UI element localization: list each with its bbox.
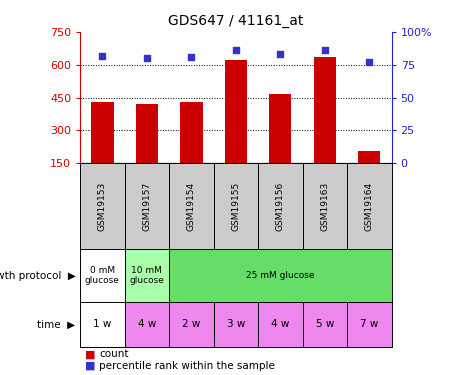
Bar xyxy=(258,302,303,347)
Bar xyxy=(169,249,392,302)
Point xyxy=(321,47,328,53)
Text: time  ▶: time ▶ xyxy=(38,320,76,329)
Text: GSM19156: GSM19156 xyxy=(276,182,285,231)
Text: count: count xyxy=(99,350,129,359)
Text: GSM19155: GSM19155 xyxy=(231,182,240,231)
Text: 7 w: 7 w xyxy=(360,320,378,329)
Text: percentile rank within the sample: percentile rank within the sample xyxy=(99,361,275,370)
Bar xyxy=(136,104,158,163)
Text: ■: ■ xyxy=(85,361,95,370)
Bar xyxy=(180,102,202,163)
Bar xyxy=(303,302,347,347)
Text: GSM19154: GSM19154 xyxy=(187,182,196,231)
Bar xyxy=(213,302,258,347)
Bar xyxy=(91,102,114,163)
Text: 10 mM
glucose: 10 mM glucose xyxy=(130,266,164,285)
Bar xyxy=(80,249,125,302)
Text: 4 w: 4 w xyxy=(271,320,289,329)
Text: 1 w: 1 w xyxy=(93,320,112,329)
Bar xyxy=(269,94,291,163)
Point xyxy=(143,55,151,61)
Bar xyxy=(358,151,381,163)
Text: GSM19153: GSM19153 xyxy=(98,182,107,231)
Text: 3 w: 3 w xyxy=(227,320,245,329)
Text: 5 w: 5 w xyxy=(316,320,334,329)
Point xyxy=(232,47,240,53)
Text: 4 w: 4 w xyxy=(138,320,156,329)
Point xyxy=(365,59,373,65)
Bar xyxy=(225,60,247,163)
Point xyxy=(188,54,195,60)
Text: 25 mM glucose: 25 mM glucose xyxy=(246,271,315,280)
Text: growth protocol  ▶: growth protocol ▶ xyxy=(0,271,76,280)
Bar xyxy=(125,249,169,302)
Title: GDS647 / 41161_at: GDS647 / 41161_at xyxy=(168,14,304,28)
Text: ■: ■ xyxy=(85,350,95,359)
Bar xyxy=(80,302,125,347)
Text: 0 mM
glucose: 0 mM glucose xyxy=(85,266,120,285)
Text: 2 w: 2 w xyxy=(182,320,201,329)
Bar xyxy=(169,302,213,347)
Bar xyxy=(314,57,336,163)
Text: GSM19163: GSM19163 xyxy=(320,182,329,231)
Text: GSM19157: GSM19157 xyxy=(142,182,152,231)
Point xyxy=(99,53,106,58)
Point xyxy=(277,51,284,57)
Bar xyxy=(125,302,169,347)
Bar xyxy=(347,302,392,347)
Text: GSM19164: GSM19164 xyxy=(365,182,374,231)
